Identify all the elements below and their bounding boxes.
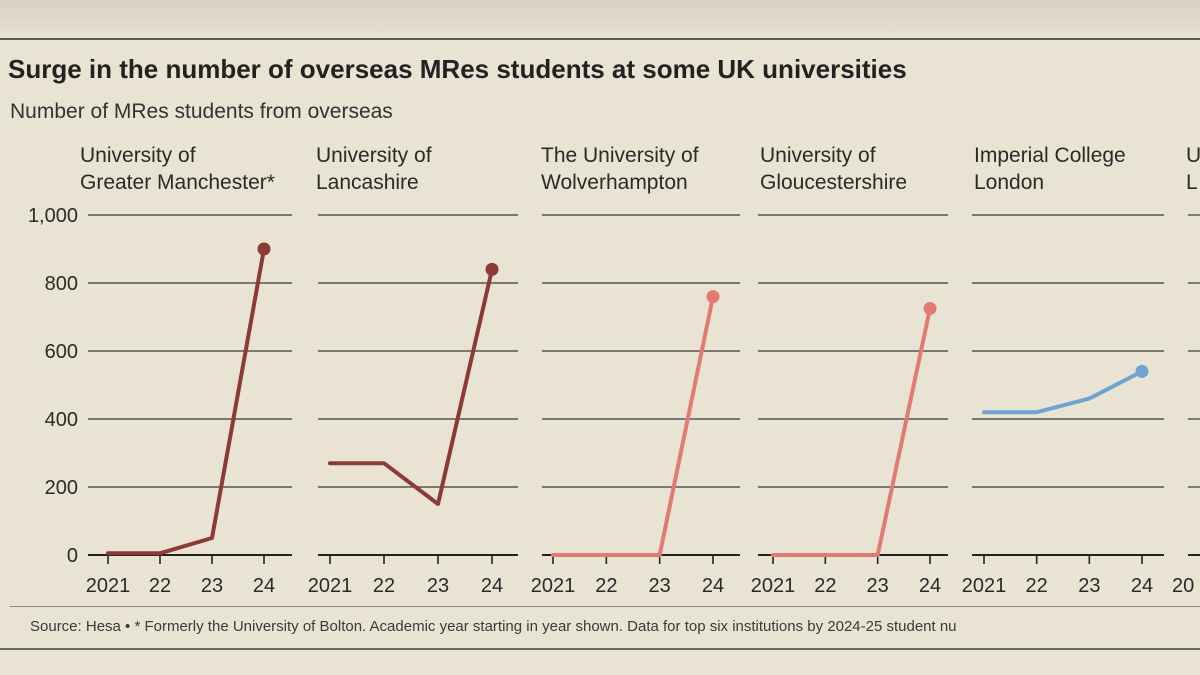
source-rule: [10, 606, 1200, 607]
chart-subtitle: Number of MRes students from overseas: [10, 100, 393, 123]
x-tick-label: 23: [201, 575, 223, 597]
y-tick-label: 0: [67, 545, 78, 567]
end-point-marker: [1135, 364, 1149, 378]
y-tick-label: 800: [45, 273, 78, 295]
x-tick-label: 2021: [308, 575, 353, 597]
x-tick-label: 23: [649, 575, 671, 597]
x-tick-label: 2021: [962, 575, 1007, 597]
x-tick-label: 24: [1131, 575, 1153, 597]
x-tick-label: 2021: [751, 575, 796, 597]
x-tick-label: 24: [253, 575, 275, 597]
panel-label-2: Lancashire: [316, 171, 419, 194]
x-tick-label: 22: [373, 575, 395, 597]
x-tick-label: 22: [149, 575, 171, 597]
end-point-marker: [257, 242, 271, 256]
series-line-4: [771, 306, 932, 557]
source-note: Source: Hesa • * Formerly the University…: [30, 618, 957, 635]
y-tick-label: 1,000: [28, 205, 78, 227]
end-point-marker: [706, 290, 720, 304]
y-tick-label: 400: [45, 409, 78, 431]
panel-label-6: L: [1186, 171, 1198, 194]
panel-label-4: University of: [760, 144, 876, 167]
x-tick-label: 23: [867, 575, 889, 597]
x-tick-label: 22: [595, 575, 617, 597]
page-fragment-above: [0, 0, 1200, 34]
panel-label-1: Greater Manchester*: [80, 171, 275, 194]
x-tick-label: 22: [1026, 575, 1048, 597]
panel-label-1: University of: [80, 144, 196, 167]
series-line-1: [106, 247, 266, 556]
series-line-3: [551, 294, 715, 557]
panel-label-5: Imperial College: [974, 144, 1126, 167]
x-tick-label: 23: [427, 575, 449, 597]
x-tick-label: 24: [702, 575, 724, 597]
panel-label-4: Gloucestershire: [760, 171, 907, 194]
panel-label-3: Wolverhampton: [541, 171, 688, 194]
panel-label-5: London: [974, 171, 1044, 194]
x-tick-label: 24: [919, 575, 941, 597]
x-tick-label: 24: [481, 575, 503, 597]
x-tick-label: 23: [1078, 575, 1100, 597]
y-tick-label: 200: [45, 477, 78, 499]
x-tick-label: 2021: [86, 575, 131, 597]
title-rule: [0, 38, 1200, 40]
series-line-5: [982, 369, 1144, 415]
panel-label-2: University of: [316, 144, 432, 167]
y-tick-label: 600: [45, 341, 78, 363]
end-point-marker: [485, 262, 499, 276]
end-point-marker: [923, 302, 937, 315]
panel-label-6: U: [1186, 144, 1200, 167]
x-tick-label: 20: [1172, 575, 1194, 597]
bottom-rule: [0, 648, 1200, 650]
x-tick-label: 2021: [531, 575, 576, 597]
x-tick-label: 22: [814, 575, 836, 597]
series-line-2: [328, 267, 494, 506]
chart-title: Surge in the number of overseas MRes stu…: [8, 54, 907, 84]
panel-label-3: The University of: [541, 144, 699, 167]
